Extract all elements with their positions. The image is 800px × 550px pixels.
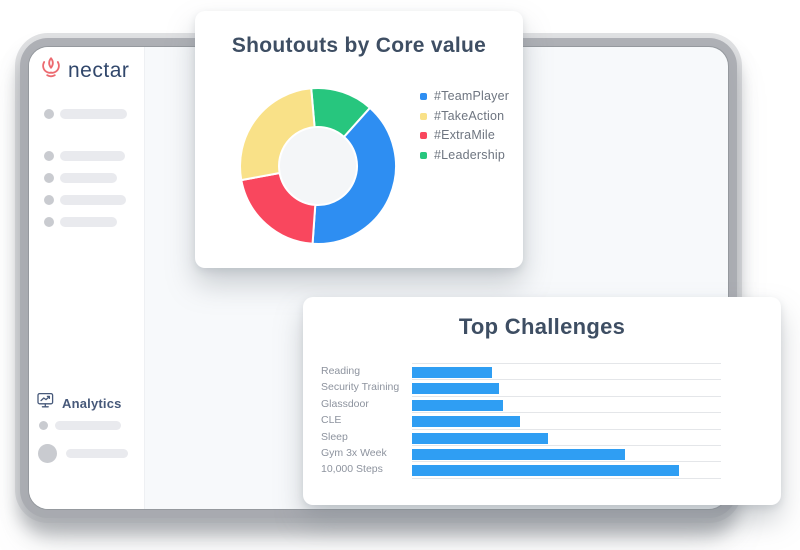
bar-label: Security Training bbox=[321, 381, 400, 394]
bar-row: Glassdoor bbox=[321, 395, 721, 412]
bar-fill-cle bbox=[412, 416, 521, 428]
top-challenges-card: Top Challenges Reading Security Training G… bbox=[303, 297, 781, 505]
donut-chart bbox=[239, 87, 397, 245]
lotus-flower-icon bbox=[38, 55, 64, 86]
bar-label: Gym 3x Week bbox=[321, 446, 387, 459]
bar-label: Reading bbox=[321, 365, 361, 377]
skeleton-row bbox=[44, 109, 127, 119]
bar-label: Sleep bbox=[321, 430, 348, 443]
bar-row: Security Training bbox=[321, 379, 721, 395]
skeleton-row bbox=[38, 444, 128, 463]
bar-fill-security-training bbox=[412, 383, 499, 395]
bar-fill-gym-3x-week bbox=[412, 448, 626, 460]
bar-label: 10,000 Steps bbox=[321, 463, 383, 476]
bar-track bbox=[412, 363, 721, 379]
legend-swatch bbox=[420, 93, 427, 101]
skeleton-row bbox=[44, 217, 117, 227]
legend-item-TakeAction[interactable]: #TakeAction bbox=[420, 108, 509, 123]
bar-label: Glassdoor bbox=[321, 397, 369, 410]
skeleton-row bbox=[44, 151, 125, 161]
monitor-chart-icon bbox=[37, 392, 54, 414]
bar-row: CLE bbox=[321, 412, 721, 428]
bar-track bbox=[412, 444, 721, 461]
shoutouts-card-title: Shoutouts by Core value bbox=[231, 34, 487, 57]
shoutouts-card: Shoutouts by Core value #TeamPlayer #Take… bbox=[195, 11, 523, 268]
nectar-logo[interactable]: nectar bbox=[38, 55, 129, 86]
legend-swatch bbox=[420, 112, 427, 120]
legend-label: #TakeAction bbox=[434, 108, 505, 123]
legend-label: #ExtraMile bbox=[434, 128, 496, 142]
bar-row: Reading bbox=[321, 363, 721, 379]
bar-track bbox=[412, 379, 721, 395]
sidebar-item-analytics[interactable]: Analytics bbox=[37, 392, 122, 414]
legend-swatch bbox=[420, 132, 427, 140]
bar-row: 10,000 Steps bbox=[321, 461, 721, 477]
bar-chart-baseline bbox=[412, 477, 721, 479]
legend-item-TeamPlayer[interactable]: #TeamPlayer bbox=[420, 89, 510, 103]
sidebar: nectar Analytics bbox=[29, 47, 145, 509]
bar-fill-sleep bbox=[412, 432, 548, 444]
skeleton-row bbox=[44, 173, 117, 183]
bar-track bbox=[412, 395, 721, 412]
bar-track bbox=[412, 428, 721, 445]
bar-row: Gym 3x Week bbox=[321, 444, 721, 461]
brand-wordmark: nectar bbox=[68, 58, 130, 82]
legend-label: #Leadership bbox=[434, 147, 506, 162]
skeleton-row bbox=[39, 421, 121, 430]
legend-swatch bbox=[420, 151, 427, 159]
legend-label: #TeamPlayer bbox=[434, 89, 510, 103]
bar-row: Sleep bbox=[321, 428, 721, 445]
sidebar-item-analytics-label: Analytics bbox=[62, 395, 122, 411]
bar-track bbox=[412, 412, 721, 428]
bar-fill-10-000-steps bbox=[412, 465, 680, 477]
bar-fill-reading bbox=[412, 367, 493, 378]
donut-hole bbox=[280, 128, 356, 204]
donut-slice-TeamPlayer bbox=[311, 106, 397, 245]
top-challenges-card-title: Top Challenges bbox=[458, 314, 626, 339]
bar-label: CLE bbox=[321, 414, 342, 427]
bar-fill-glassdoor bbox=[412, 399, 504, 411]
donut-slice-TakeAction bbox=[239, 87, 316, 182]
legend-item-Leadership[interactable]: #Leadership bbox=[420, 147, 509, 162]
skeleton-row bbox=[44, 195, 126, 205]
bar-track bbox=[412, 461, 721, 477]
bar-chart: Reading Security Training Glassdoor CLE Slee… bbox=[321, 363, 721, 479]
legend-item-ExtraMile[interactable]: #ExtraMile bbox=[420, 128, 509, 142]
donut-legend: #TeamPlayer #TakeAction #ExtraMile #Leaders… bbox=[420, 89, 510, 169]
